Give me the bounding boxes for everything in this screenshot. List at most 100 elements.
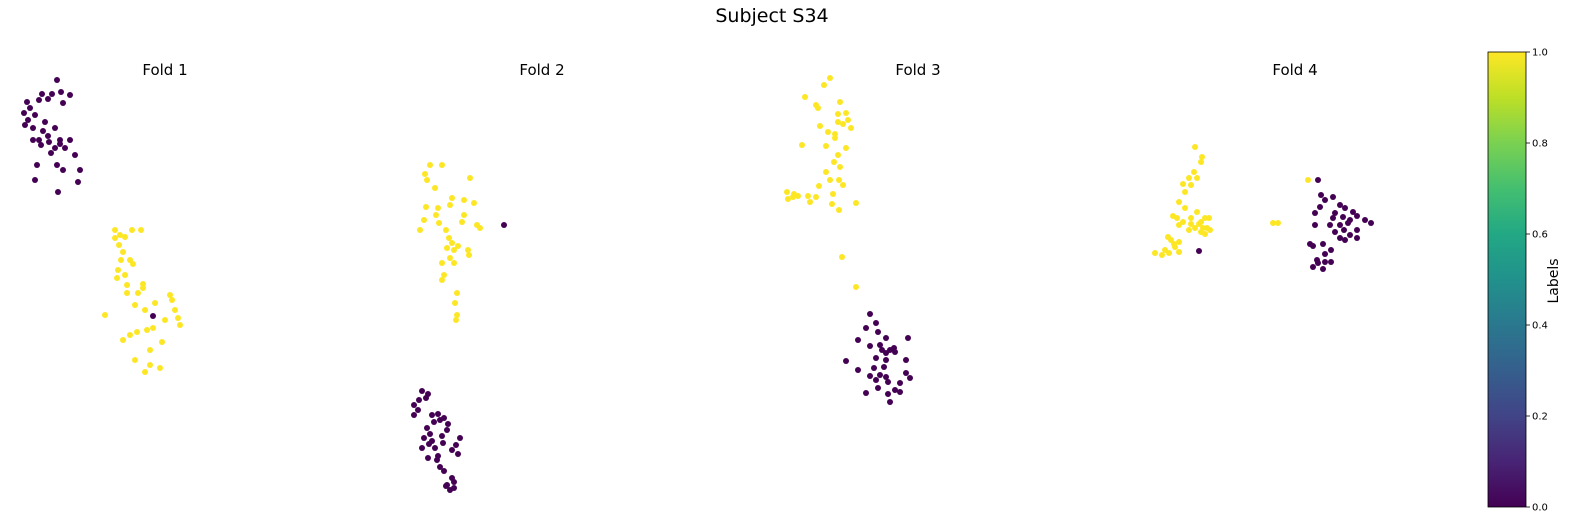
scatter-point bbox=[836, 177, 842, 183]
scatter-point bbox=[127, 332, 133, 338]
scatter-point bbox=[150, 325, 156, 331]
scatter-point bbox=[1340, 214, 1346, 220]
scatter-point bbox=[1176, 222, 1182, 228]
scatter-point bbox=[1182, 205, 1188, 211]
scatter-point bbox=[873, 320, 879, 326]
scatter-point bbox=[444, 427, 450, 433]
scatter-point bbox=[441, 468, 447, 474]
scatter-point bbox=[471, 200, 477, 206]
scatter-point bbox=[461, 197, 467, 203]
scatter-point bbox=[142, 307, 148, 313]
scatter-point bbox=[132, 302, 138, 308]
scatter-point bbox=[840, 121, 846, 127]
scatter-point bbox=[835, 152, 841, 158]
scatter-point bbox=[62, 145, 68, 151]
scatter-point bbox=[1337, 202, 1343, 208]
scatter-point bbox=[1186, 227, 1192, 233]
scatter-point bbox=[827, 75, 833, 81]
scatter-point bbox=[853, 200, 859, 206]
scatter-point bbox=[1176, 199, 1182, 205]
scatter-point bbox=[435, 205, 441, 211]
scatter-point bbox=[845, 117, 851, 123]
scatter-point bbox=[116, 242, 122, 248]
scatter-point bbox=[425, 455, 431, 461]
scatter-point bbox=[873, 377, 879, 383]
scatter-point bbox=[457, 435, 463, 441]
scatter-points bbox=[411, 162, 507, 493]
scatter-point bbox=[1330, 194, 1336, 200]
scatter-point bbox=[75, 179, 81, 185]
scatter-point bbox=[115, 267, 121, 273]
scatter-point bbox=[829, 201, 835, 207]
scatter-point bbox=[883, 357, 889, 363]
scatter-point bbox=[417, 227, 423, 233]
scatter-point bbox=[1354, 227, 1360, 233]
colorbar-gradient bbox=[1487, 51, 1527, 508]
scatter-point bbox=[46, 139, 52, 145]
subplot-title: Fold 4 bbox=[1272, 61, 1317, 79]
scatter-point bbox=[855, 367, 861, 373]
scatter-point bbox=[27, 105, 33, 111]
scatter-point bbox=[52, 125, 58, 131]
scatter-point bbox=[867, 373, 873, 379]
scatter-point bbox=[152, 300, 158, 306]
scatter-point bbox=[427, 431, 433, 437]
scatter-point bbox=[817, 123, 823, 129]
scatter-point bbox=[124, 290, 130, 296]
scatter-point bbox=[836, 207, 842, 213]
scatter-point bbox=[1330, 215, 1336, 221]
subplot-title: Fold 2 bbox=[519, 61, 564, 79]
subplot-fold-2: Fold 2 bbox=[411, 61, 565, 493]
scatter-point bbox=[422, 171, 428, 177]
scatter-point bbox=[825, 129, 831, 135]
scatter-point bbox=[1327, 222, 1333, 228]
scatter-point bbox=[432, 445, 438, 451]
scatter-point bbox=[816, 183, 822, 189]
scatter-point bbox=[1305, 177, 1311, 183]
scatter-point bbox=[424, 177, 430, 183]
scatter-point bbox=[1192, 144, 1198, 150]
scatter-point bbox=[421, 435, 427, 441]
scatter-point bbox=[839, 254, 845, 260]
scatter-point bbox=[72, 152, 78, 158]
scatter-point bbox=[447, 487, 453, 493]
scatter-point bbox=[840, 182, 846, 188]
subplot-fold-4: Fold 4 bbox=[1152, 61, 1374, 272]
scatter-point bbox=[144, 327, 150, 333]
scatter-point bbox=[130, 261, 136, 267]
scatter-point bbox=[36, 137, 42, 143]
scatter-point bbox=[172, 307, 178, 313]
scatter-point bbox=[36, 97, 42, 103]
scatter-point bbox=[114, 275, 120, 281]
scatter-point bbox=[147, 362, 153, 368]
scatter-point bbox=[439, 162, 445, 168]
scatter-point bbox=[175, 315, 181, 321]
scatter-point bbox=[159, 339, 165, 345]
scatter-point bbox=[1368, 220, 1374, 226]
scatter-point bbox=[112, 235, 118, 241]
scatter-point bbox=[1192, 225, 1198, 231]
colorbar-ticks: 0.0 0.2 0.4 0.6 0.8 1.0 bbox=[1526, 48, 1548, 514]
scatter-point bbox=[1317, 204, 1323, 210]
scatter-point bbox=[885, 379, 891, 385]
scatter-point bbox=[1315, 177, 1321, 183]
scatter-point bbox=[907, 375, 913, 381]
scatter-point bbox=[416, 397, 422, 403]
scatter-point bbox=[837, 164, 843, 170]
colorbar-tick-label: 0.0 bbox=[1532, 503, 1548, 514]
scatter-point bbox=[1345, 220, 1351, 226]
scatter-point bbox=[807, 199, 813, 205]
scatter-point bbox=[1166, 250, 1172, 256]
scatter-point bbox=[802, 94, 808, 100]
scatter-point bbox=[1188, 182, 1194, 188]
scatter-point bbox=[1320, 266, 1326, 272]
scatter-point bbox=[38, 142, 44, 148]
scatter-point bbox=[42, 119, 48, 125]
scatter-point bbox=[1196, 248, 1202, 254]
scatter-point bbox=[477, 225, 483, 231]
scatter-point bbox=[102, 312, 108, 318]
scatter-point bbox=[1186, 175, 1192, 181]
scatter-point bbox=[892, 387, 898, 393]
scatter-point bbox=[785, 196, 791, 202]
